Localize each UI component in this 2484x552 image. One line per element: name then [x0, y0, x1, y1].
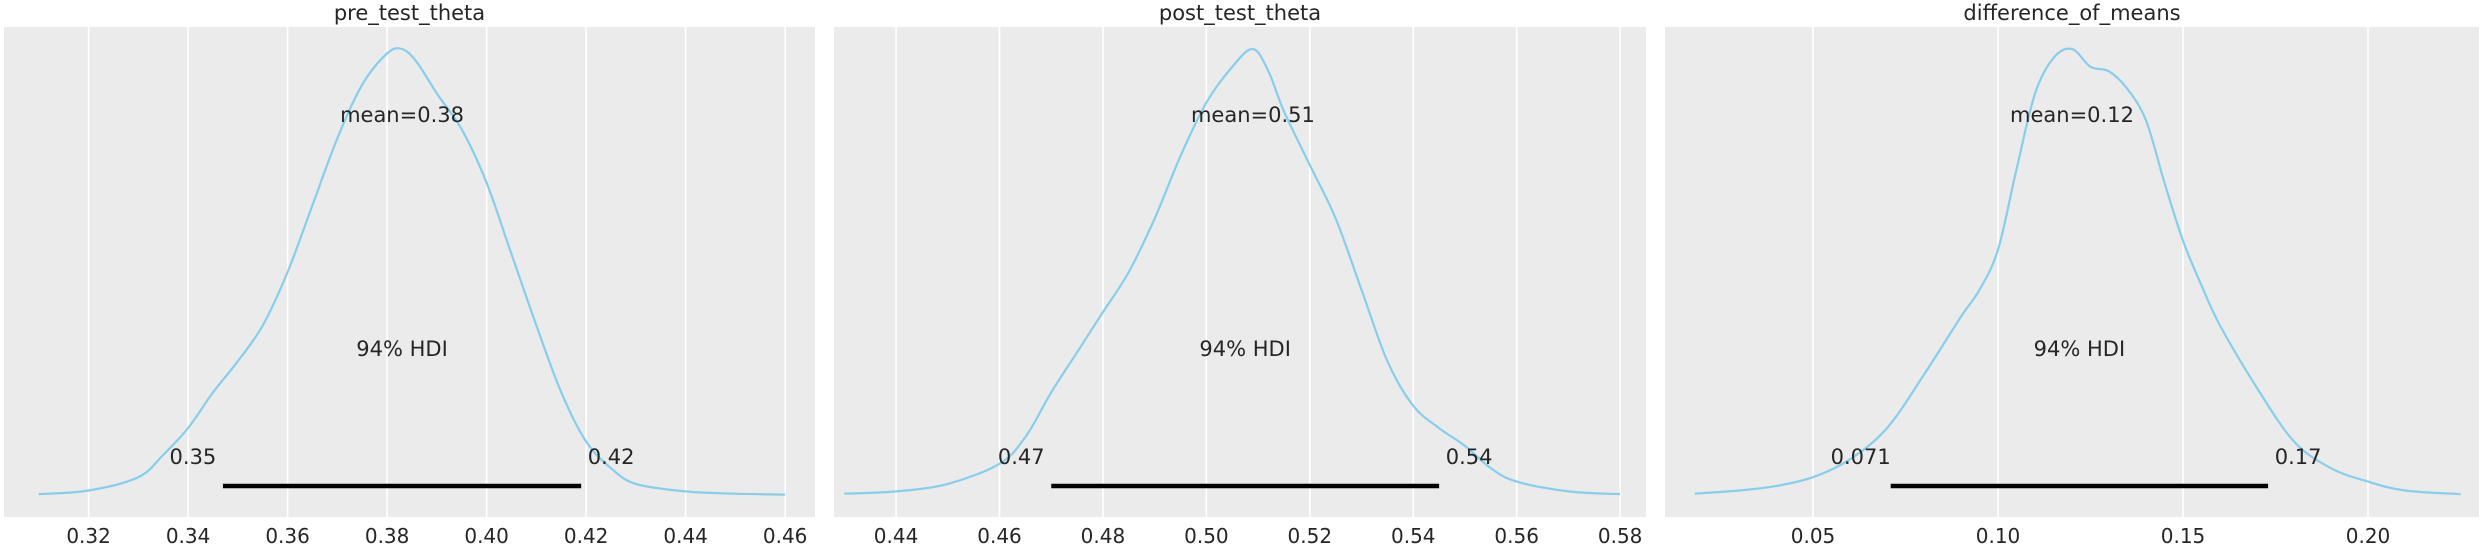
- x-tick-label: 0.36: [265, 524, 310, 548]
- x-tick-label: 0.20: [2346, 524, 2391, 548]
- x-tick-label: 0.15: [2161, 524, 2206, 548]
- panel-title: pre_test_theta: [334, 1, 485, 26]
- hdi-lower-value: 0.47: [998, 445, 1045, 469]
- hdi-label: 94% HDI: [2034, 337, 2126, 361]
- x-tick-label: 0.46: [763, 524, 808, 548]
- x-axis-ticks: 0.05 0.10 0.15 0.20: [1791, 524, 2391, 548]
- x-tick-label: 0.32: [66, 524, 111, 548]
- x-tick-label: 0.52: [1288, 524, 1333, 548]
- plot-background: [1665, 27, 2479, 517]
- mean-label: mean=0.38: [340, 103, 464, 127]
- gridlines: [895, 27, 1621, 517]
- x-tick-label: 0.34: [166, 524, 211, 548]
- mean-label: mean=0.51: [1191, 103, 1315, 127]
- x-tick-label: 0.58: [1598, 524, 1643, 548]
- x-tick-label: 0.56: [1494, 524, 1539, 548]
- x-tick-label: 0.10: [1976, 524, 2021, 548]
- plot-background: [834, 27, 1646, 517]
- panel-title: difference_of_means: [1963, 1, 2180, 26]
- x-tick-label: 0.50: [1184, 524, 1229, 548]
- hdi-lower-value: 0.071: [1831, 445, 1891, 469]
- mean-label: mean=0.12: [2010, 103, 2134, 127]
- x-axis-ticks: 0.44 0.46 0.48 0.50 0.52 0.54 0.56 0.58: [874, 524, 1643, 548]
- hdi-label: 94% HDI: [356, 337, 448, 361]
- x-tick-label: 0.54: [1391, 524, 1436, 548]
- x-tick-label: 0.48: [1081, 524, 1126, 548]
- x-tick-label: 0.44: [663, 524, 708, 548]
- hdi-upper-value: 0.54: [1446, 445, 1493, 469]
- x-axis-ticks: 0.32 0.34 0.36 0.38 0.40 0.42 0.44 0.46: [66, 524, 807, 548]
- hdi-upper-value: 0.42: [588, 445, 635, 469]
- density-curve: [844, 47, 1621, 496]
- panel-post-test-theta: post_test_theta 0.44 0.46 0.48 0.50 0.52 0.54…: [834, 1, 1646, 548]
- hdi-lower-value: 0.35: [170, 445, 217, 469]
- density-curve: [1694, 47, 2461, 496]
- x-tick-label: 0.42: [564, 524, 609, 548]
- hdi-label: 94% HDI: [1199, 337, 1291, 361]
- gridlines: [1812, 27, 2369, 517]
- density-curve: [38, 47, 786, 496]
- panel-title: post_test_theta: [1159, 1, 1321, 26]
- panel-pre-test-theta: pre_test_theta 0.32 0.34 0.36 0.38 0.40 0.42 0…: [4, 1, 815, 548]
- x-tick-label: 0.05: [1791, 524, 1836, 548]
- x-tick-label: 0.46: [977, 524, 1022, 548]
- x-tick-label: 0.38: [365, 524, 410, 548]
- x-tick-label: 0.44: [874, 524, 919, 548]
- hdi-upper-value: 0.17: [2275, 445, 2322, 469]
- plot-background: [4, 27, 815, 517]
- x-tick-label: 0.40: [464, 524, 509, 548]
- panel-difference-of-means: difference_of_means 0.05 0.10 0.15 0.20 mea…: [1665, 1, 2479, 548]
